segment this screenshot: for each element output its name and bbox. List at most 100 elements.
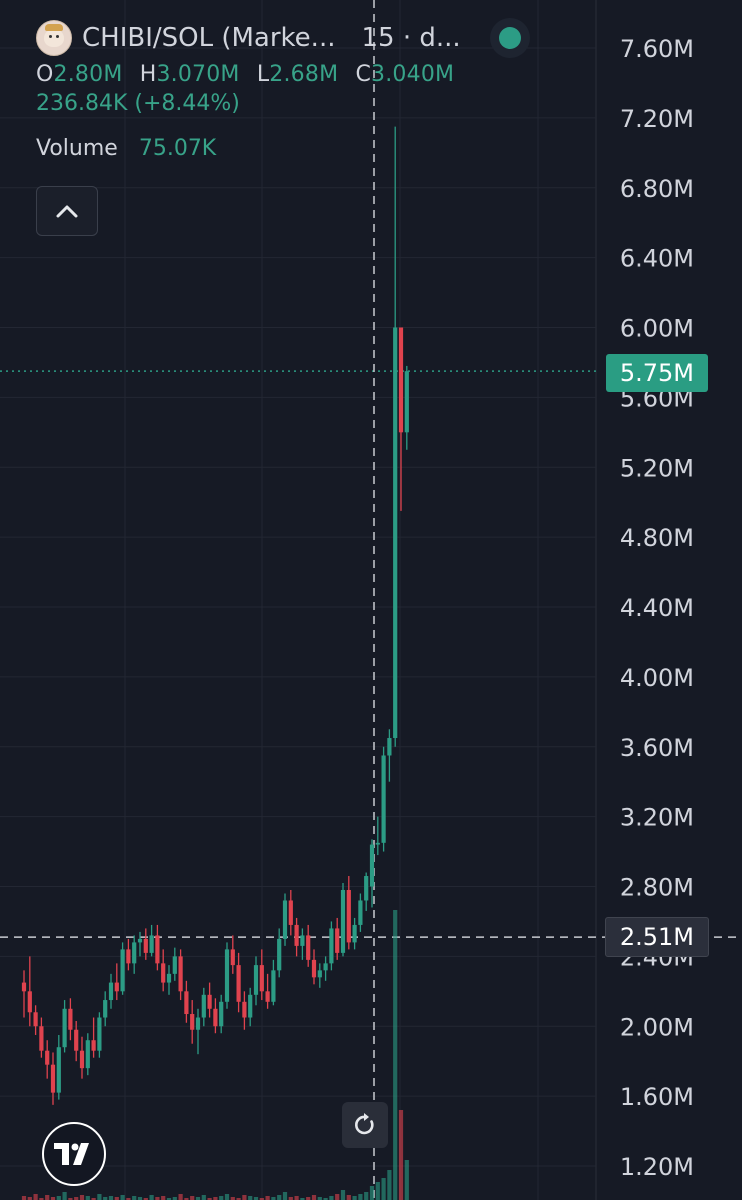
candle-body bbox=[404, 371, 409, 433]
volume-bar bbox=[50, 1197, 56, 1200]
candle-body bbox=[253, 965, 259, 995]
volume-bar bbox=[306, 1197, 311, 1200]
candle-body bbox=[50, 1064, 56, 1093]
candle-body bbox=[242, 1001, 247, 1018]
volume-bar bbox=[387, 1170, 392, 1200]
candle-body bbox=[190, 1014, 195, 1030]
high-value: 3.070M bbox=[156, 62, 240, 87]
candle-body bbox=[335, 928, 340, 953]
ohlc-values: O2.80M H3.070M L2.68M C3.040M bbox=[36, 62, 483, 87]
candle-body bbox=[21, 982, 27, 992]
candle-body bbox=[108, 982, 114, 1001]
volume-bar bbox=[155, 1197, 160, 1200]
volume-bar bbox=[161, 1196, 166, 1200]
y-axis-tick-label: 2.00M bbox=[620, 1013, 694, 1041]
volume-bar bbox=[398, 1110, 404, 1200]
y-axis-tick-label: 4.00M bbox=[620, 664, 694, 692]
low-value: 2.68M bbox=[269, 62, 339, 87]
volume-bar bbox=[178, 1194, 183, 1200]
volume-bar bbox=[39, 1198, 44, 1200]
candle-body bbox=[369, 844, 375, 887]
volume-bar bbox=[317, 1197, 322, 1200]
candle-body bbox=[306, 935, 311, 960]
volume-bar bbox=[219, 1196, 224, 1200]
volume-bar bbox=[56, 1196, 61, 1200]
candle-body bbox=[248, 994, 253, 1018]
candle-body bbox=[195, 1017, 201, 1030]
y-axis-tick-label: 2.80M bbox=[620, 874, 694, 902]
candle-body bbox=[265, 991, 270, 1002]
reset-chart-button[interactable] bbox=[342, 1102, 388, 1148]
candle-body bbox=[201, 994, 206, 1018]
volume-bar bbox=[79, 1195, 85, 1200]
volume-bar bbox=[91, 1198, 96, 1200]
volume-bar bbox=[358, 1194, 363, 1200]
y-axis-tick-label: 7.60M bbox=[620, 35, 694, 63]
volume-bar bbox=[108, 1196, 114, 1200]
candle-body bbox=[346, 889, 351, 943]
volume-bar bbox=[85, 1196, 90, 1200]
reset-arrow-icon bbox=[355, 1113, 374, 1135]
volume-bar bbox=[288, 1197, 293, 1200]
candle-body bbox=[172, 956, 177, 974]
candle-body bbox=[120, 949, 125, 992]
candle-body bbox=[398, 327, 404, 433]
candle-body bbox=[62, 1008, 67, 1048]
candle-body bbox=[85, 1040, 90, 1069]
candle-body bbox=[114, 982, 119, 992]
candle-body bbox=[79, 1050, 85, 1069]
close-label: C bbox=[355, 62, 372, 87]
open-label: O bbox=[36, 62, 54, 87]
volume-bar bbox=[97, 1194, 102, 1200]
candle-body bbox=[161, 963, 166, 983]
symbol-pair-label[interactable]: CHIBI/SOL (Marke... bbox=[82, 23, 336, 53]
close-value: 3.040M bbox=[371, 62, 455, 87]
volume-bar bbox=[103, 1197, 108, 1200]
candle-body bbox=[97, 1017, 102, 1051]
candle-body bbox=[178, 956, 183, 992]
y-axis-tick-label: 1.20M bbox=[620, 1153, 694, 1181]
volume-bar bbox=[329, 1196, 334, 1200]
candle-body bbox=[375, 842, 380, 845]
candle-body bbox=[282, 900, 288, 939]
volume-bar bbox=[300, 1198, 305, 1200]
volume-bar bbox=[33, 1194, 38, 1200]
tradingview-logo-icon[interactable] bbox=[42, 1122, 106, 1186]
candle-body bbox=[137, 938, 143, 943]
y-axis-tick-label: 6.40M bbox=[620, 245, 694, 273]
volume-bar bbox=[311, 1195, 317, 1200]
volume-bar bbox=[190, 1196, 195, 1200]
volume-bar bbox=[114, 1197, 119, 1200]
candle-body bbox=[143, 938, 148, 953]
candle-body bbox=[207, 994, 212, 1009]
candle-body bbox=[155, 935, 160, 964]
candle-body bbox=[74, 1029, 79, 1051]
interval-label[interactable]: 15 · d... bbox=[361, 23, 461, 53]
chevron-up-icon bbox=[56, 205, 78, 218]
volume-bar bbox=[242, 1195, 247, 1200]
candle-body bbox=[271, 970, 276, 1002]
volume-bar bbox=[393, 910, 398, 1200]
collapse-legend-button[interactable] bbox=[36, 186, 98, 236]
y-axis-tick-label: 5.20M bbox=[620, 454, 694, 482]
candle-body bbox=[219, 1001, 224, 1027]
volume-bar bbox=[195, 1197, 201, 1200]
volume-legend: Volume 75.07K bbox=[36, 136, 483, 161]
candle-body bbox=[149, 935, 154, 953]
candle-body bbox=[33, 1012, 38, 1027]
volume-bar bbox=[184, 1198, 189, 1200]
volume-bar bbox=[277, 1195, 282, 1200]
volume-bar bbox=[340, 1190, 346, 1200]
last-price-tag: 5.75M bbox=[605, 354, 708, 392]
symbol-title-row[interactable]: CHIBI/SOL (Marke... 15 · d... bbox=[36, 18, 521, 58]
chart-legend: CHIBI/SOL (Marke... 15 · d... O2.80M H3.… bbox=[36, 18, 521, 161]
volume-bar bbox=[74, 1197, 79, 1200]
volume-bar bbox=[381, 1178, 386, 1200]
volume-bar bbox=[248, 1196, 253, 1200]
candle-body bbox=[184, 991, 189, 1015]
candle-body bbox=[277, 938, 282, 971]
y-axis-tick-label: 7.20M bbox=[620, 105, 694, 133]
candle-body bbox=[288, 900, 293, 925]
candle-body bbox=[132, 942, 137, 964]
